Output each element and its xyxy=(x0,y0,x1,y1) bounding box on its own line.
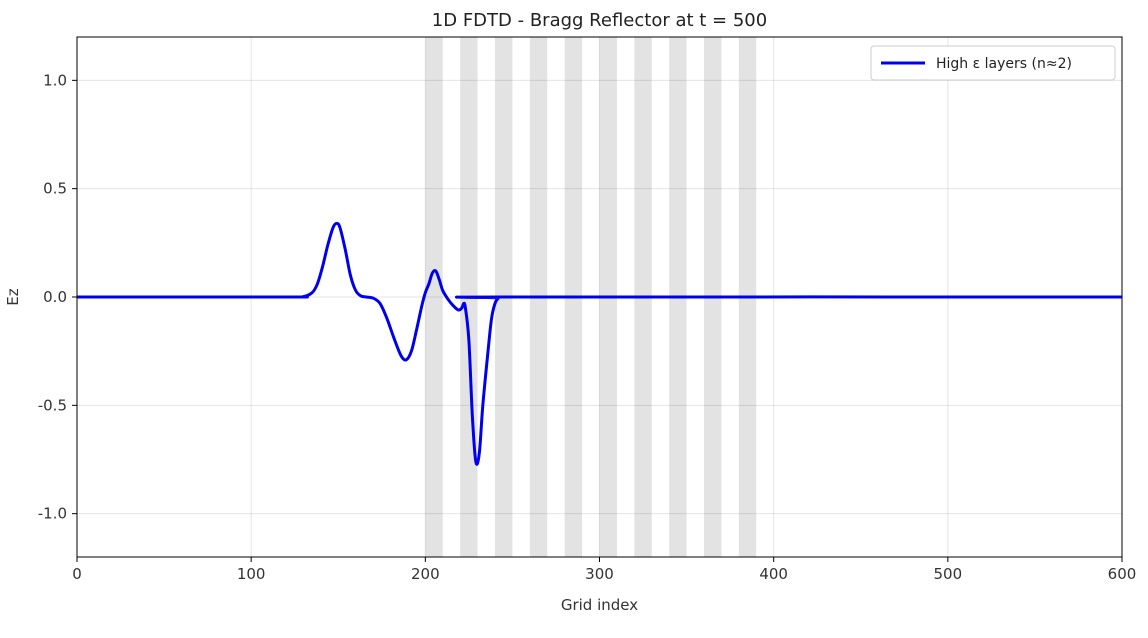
y-axis-label: Ez xyxy=(4,288,22,305)
series-line-ez xyxy=(76,221,1123,466)
legend-box xyxy=(870,45,1116,81)
y-tick-label-1: 0.5 xyxy=(43,180,67,198)
x-tick-label-3: 300 xyxy=(585,565,614,583)
chart-title: 1D FDTD - Bragg Reflector at t = 500 xyxy=(432,10,767,31)
plot-area xyxy=(76,36,1123,558)
x-tick-label-6: 600 xyxy=(1108,565,1137,583)
y-tick-label-3: -0.5 xyxy=(38,396,67,414)
legend-entry-label: High ε layers (n≈2) xyxy=(936,56,1072,72)
legend: High ε layers (n≈2) xyxy=(870,45,1116,81)
x-axis-ticks: 0 100 200 300 400 500 600 xyxy=(72,557,1136,583)
x-tick-label-5: 500 xyxy=(934,565,963,583)
x-tick-label-4: 400 xyxy=(759,565,788,583)
y-tick-label-2: 0.0 xyxy=(43,288,67,306)
y-tick-label-0: 1.0 xyxy=(43,71,67,89)
x-tick-label-2: 200 xyxy=(411,565,440,583)
y-tick-label-4: -1.0 xyxy=(38,505,67,523)
y-axis-ticks: 1.0 0.5 0.0 -0.5 -1.0 xyxy=(38,71,77,523)
layer-band-1 xyxy=(425,37,443,557)
x-axis-label: Grid index xyxy=(561,596,638,614)
x-tick-label-1: 100 xyxy=(237,565,266,583)
x-tick-label-0: 0 xyxy=(72,565,82,583)
